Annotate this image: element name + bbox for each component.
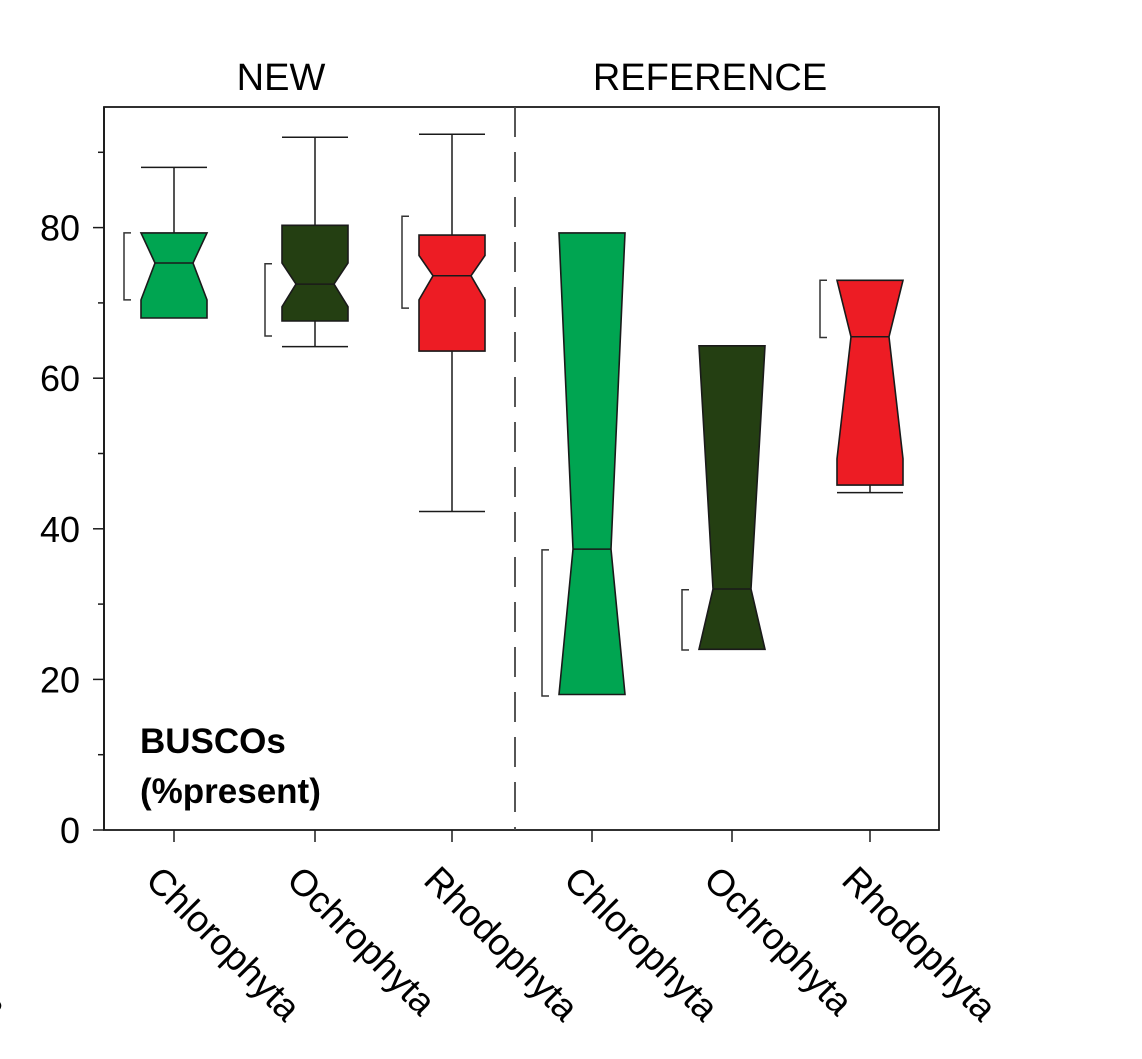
box-reference-rhodophyta <box>835 279 905 494</box>
y-tick-label: 60 <box>40 358 80 399</box>
ci-bracket <box>681 589 689 651</box>
boxes <box>139 133 905 696</box>
ci-bracket <box>264 262 272 337</box>
ci-bracket <box>401 215 409 309</box>
box-body <box>697 344 767 651</box>
group-title-new: NEW <box>237 57 326 99</box>
ci-bracket <box>123 232 131 301</box>
y-tick-label: 80 <box>40 208 80 249</box>
box-body <box>281 224 349 322</box>
box-body <box>835 279 905 486</box>
y-axis: 0 20 40 60 80 <box>40 107 105 851</box>
box-body <box>418 234 486 352</box>
y-axis-label-unit: (%present) <box>140 772 321 811</box>
box-new-rhodophyta <box>418 133 486 513</box>
y-tick-label: 20 <box>40 659 80 700</box>
y-tick-label: 0 <box>60 810 80 851</box>
ci-brackets <box>123 215 827 697</box>
y-axis-label: BUSCOs <box>140 722 286 761</box>
box-reference-chlorophyta <box>558 232 626 696</box>
box-reference-ochrophyta <box>697 344 767 651</box>
box-body <box>139 232 209 319</box>
ci-bracket <box>819 279 827 339</box>
box-new-ochrophyta <box>281 136 349 348</box>
group-title-reference: REFERENCE <box>593 57 827 99</box>
ci-bracket <box>541 549 549 697</box>
category-label: Rhodophyta <box>834 859 1004 1029</box>
y-tick-label: 40 <box>40 509 80 550</box>
box-new-chlorophyta <box>139 166 209 319</box>
x-axis: ChlorophytaOchrophytaRhodophytaChlorophy… <box>138 830 1005 1029</box>
box-body <box>558 232 626 696</box>
category-label-partial: ta <box>0 977 15 1028</box>
